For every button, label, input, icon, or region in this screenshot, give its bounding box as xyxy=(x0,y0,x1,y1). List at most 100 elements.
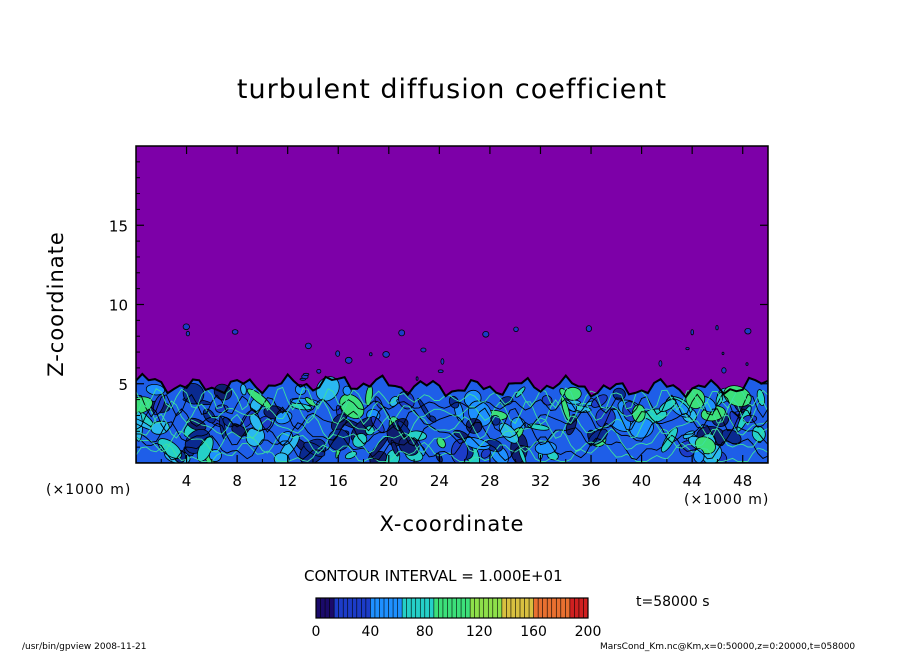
colorbar-tick-label: 200 xyxy=(575,624,602,640)
detached-eddy xyxy=(304,342,312,350)
colorbar-cell xyxy=(524,598,530,618)
colorbar-cell xyxy=(393,598,398,618)
colorbar-cell xyxy=(447,598,453,618)
y-tick-label: 5 xyxy=(118,376,128,394)
colorbar-cell xyxy=(551,598,557,618)
footer-right: MarsCond_Km.nc@Km,x=0:50000,z=0:20000,t=… xyxy=(600,642,856,652)
x-unit-left: (×1000 m) xyxy=(46,482,132,498)
colorbar-cell xyxy=(438,598,444,618)
colorbar-cell xyxy=(402,598,407,618)
x-tick-label: 20 xyxy=(379,472,398,490)
colorbar-cell xyxy=(429,598,435,618)
colorbar-cell xyxy=(406,598,412,618)
eddy xyxy=(186,417,207,432)
detached-eddy xyxy=(182,323,190,331)
colorbar-cell xyxy=(538,598,543,618)
colorbar-cell xyxy=(470,598,475,618)
colorbar-cell xyxy=(529,598,534,618)
colorbar-frame xyxy=(315,597,589,619)
colorbar-cell xyxy=(569,598,575,618)
colorbar-cell xyxy=(329,598,335,618)
detached-eddy xyxy=(513,326,519,332)
colorbar-cell xyxy=(388,598,394,618)
colorbar-cell xyxy=(533,598,539,618)
detached-eddy xyxy=(745,362,749,366)
colorbar-cell xyxy=(320,598,326,618)
detached-eddy xyxy=(721,351,725,356)
x-tick-label: 24 xyxy=(430,472,449,490)
chart-title: turbulent diffusion coefficient xyxy=(236,74,668,105)
colorbar-cell xyxy=(501,598,507,618)
colorbar: 0 40 80 120 160 200 xyxy=(312,597,602,640)
colorbar-cell xyxy=(483,598,489,618)
contour-line xyxy=(136,413,768,440)
colorbar-cell xyxy=(560,598,566,618)
detached-eddy xyxy=(658,360,663,367)
colorbar-cell xyxy=(565,598,571,618)
eddy xyxy=(370,415,385,433)
colorbar-cell xyxy=(356,598,362,618)
detached-eddy xyxy=(344,356,353,364)
detached-eddy xyxy=(231,329,239,335)
colorbar-tick-label: 0 xyxy=(312,624,321,640)
detached-eddy xyxy=(335,350,341,357)
colorbar-cell xyxy=(520,598,525,618)
contour-line xyxy=(136,386,768,412)
y-tick-label: 10 xyxy=(109,297,128,315)
colorbar-cell xyxy=(347,598,353,618)
turbulent-field xyxy=(136,323,768,463)
x-tick-label: 28 xyxy=(480,472,499,490)
detached-eddy xyxy=(440,358,445,365)
colorbar-cell xyxy=(515,598,521,618)
eddy xyxy=(222,417,233,428)
colorbar-cell xyxy=(433,598,439,618)
colorbar-cell xyxy=(479,598,485,618)
detached-eddy xyxy=(685,347,690,351)
colorbar-cell xyxy=(365,598,371,618)
detached-eddy xyxy=(721,367,727,374)
eddy xyxy=(390,439,399,457)
colorbar-cell xyxy=(352,598,358,618)
eddy xyxy=(208,449,222,462)
footer-left: /usr/bin/gpview 2008-11-21 xyxy=(22,642,147,652)
colorbar-cell xyxy=(492,598,498,618)
colorbar-cell xyxy=(442,598,448,618)
x-unit-right: (×1000 m) xyxy=(684,492,770,508)
detached-eddy xyxy=(715,325,719,331)
colorbar-cell xyxy=(488,598,494,618)
colorbar-cell xyxy=(547,598,553,618)
contour-line xyxy=(136,420,768,447)
eddy xyxy=(303,441,326,457)
colorbar-cell xyxy=(578,598,584,618)
colorbar-cell xyxy=(424,598,430,618)
detached-eddy xyxy=(420,347,427,353)
contour-line xyxy=(136,393,768,419)
colorbar-cell xyxy=(334,598,339,618)
detached-eddy xyxy=(415,376,419,381)
colorbar-cell xyxy=(452,598,457,618)
colorbar-cell xyxy=(361,598,367,618)
colorbar-cell xyxy=(374,598,380,618)
eddy xyxy=(342,385,352,396)
colorbar-cell xyxy=(415,598,421,618)
colorbar-tick-label: 160 xyxy=(520,624,547,640)
colorbar-cell xyxy=(338,598,344,618)
detached-eddy xyxy=(482,330,490,338)
x-tick-label: 4 xyxy=(182,472,192,490)
colorbar-tick-label: 40 xyxy=(361,624,379,640)
colorbar-cell xyxy=(497,598,503,618)
x-tick-label: 8 xyxy=(232,472,242,490)
x-tick-label: 16 xyxy=(329,472,348,490)
x-tick-label: 48 xyxy=(733,472,752,490)
colorbar-cell xyxy=(411,598,417,618)
x-ticks: 4 8 12 16 20 24 28 32 36 40 44 48 xyxy=(160,146,752,490)
detached-eddy xyxy=(690,329,694,336)
x-tick-label: 40 xyxy=(632,472,651,490)
detached-eddy xyxy=(398,329,406,337)
x-axis-label: X-coordinate xyxy=(379,512,525,536)
colorbar-cell xyxy=(556,598,562,618)
boundary-layer-top xyxy=(136,372,768,399)
detached-eddy xyxy=(316,368,322,374)
eddy xyxy=(518,447,527,463)
